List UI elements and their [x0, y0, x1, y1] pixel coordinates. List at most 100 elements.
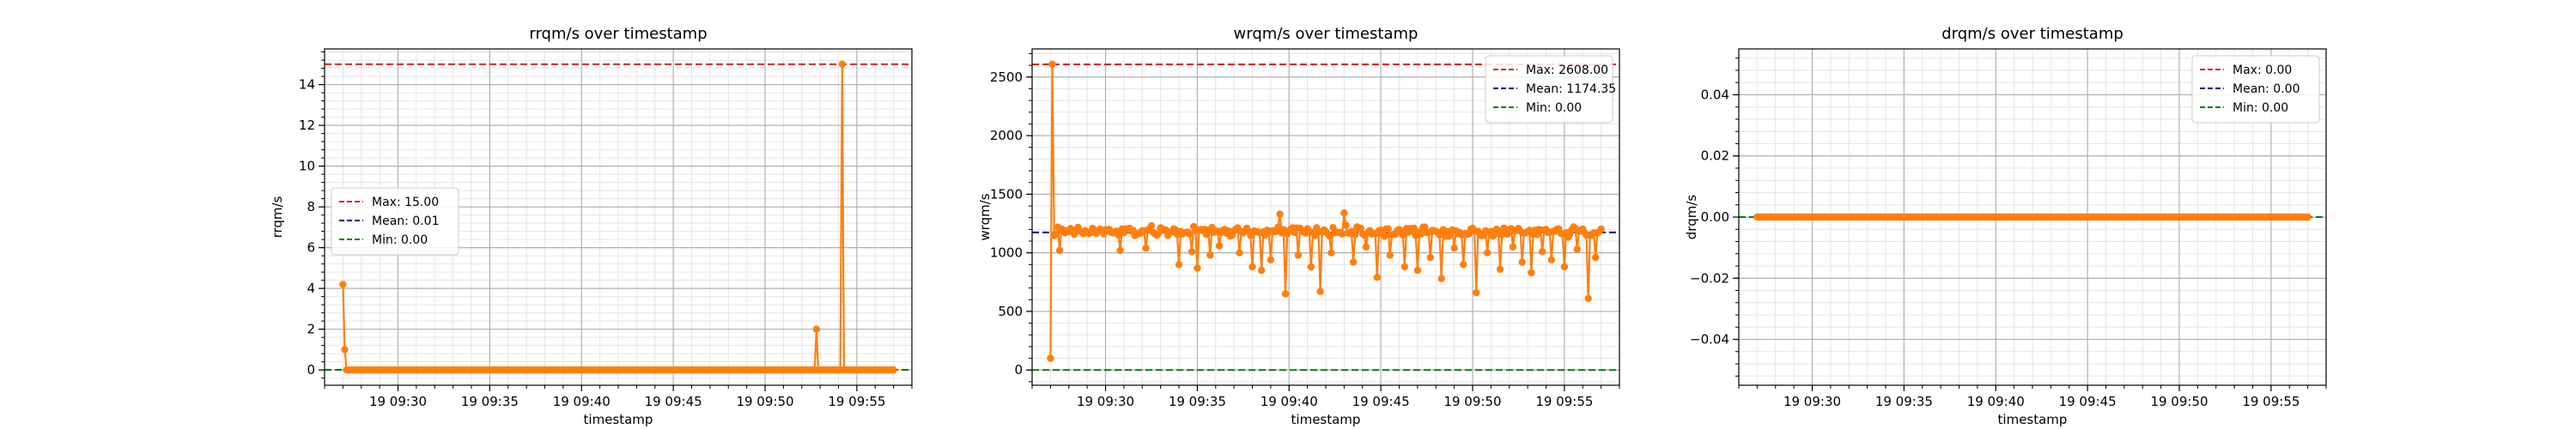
x-minor-ticks: [1738, 385, 2327, 389]
legend: Max: 0.00 Mean: 0.00 Min: 0.00: [2191, 55, 2320, 124]
x-tick-label: 19 09:50: [2150, 394, 2208, 409]
x-tick-label: 19 09:50: [1443, 394, 1501, 409]
data-point: [1509, 243, 1517, 251]
x-tick-label: 19 09:55: [828, 394, 885, 409]
y-tick-label: 1500: [990, 186, 1023, 202]
data-point: [1342, 221, 1350, 229]
data-point: [1496, 265, 1504, 273]
x-tick-label: 19 09:55: [1535, 394, 1593, 409]
data-point: [1592, 253, 1600, 262]
y-tick-label: −0.02: [1690, 270, 1729, 286]
data-point: [1047, 354, 1054, 362]
legend-label-max: Max: 0.00: [2233, 63, 2292, 77]
y-tick-label: 2: [307, 322, 315, 337]
x-tick-label: 19 09:45: [645, 394, 702, 409]
data-point: [1418, 230, 1425, 238]
chart-panel-3: 19 09:30 19 09:35 19 09:40 19 09:45 19 09:50…: [1684, 25, 2327, 427]
major-grid: [325, 49, 912, 385]
data-point: [1381, 233, 1388, 240]
data-point: [1274, 223, 1282, 231]
data-point: [339, 281, 347, 288]
data-point: [1307, 263, 1315, 271]
x-tick-label: 19 09:30: [1783, 394, 1841, 409]
data-point: [1498, 231, 1506, 239]
legend-label-max: Max: 2608.00: [1526, 63, 1608, 77]
data-point: [1294, 251, 1303, 259]
data-point: [1116, 246, 1124, 255]
data-point: [1413, 266, 1422, 275]
data-point: [890, 366, 897, 374]
data-point: [1426, 253, 1435, 262]
x-minor-ticks: [1031, 385, 1620, 389]
chart-title: wrqm/s over timestamp: [1234, 25, 1419, 43]
data-point: [1473, 288, 1480, 297]
legend: Max: 15.00 Mean: 0.01 Min: 0.00: [331, 187, 459, 256]
x-tick-label: 19 09:55: [2242, 394, 2300, 409]
data-point: [1055, 246, 1064, 255]
x-tick-label: 19 09:50: [736, 394, 793, 409]
data-point: [1281, 290, 1290, 298]
y-minor-ticks: [321, 51, 325, 379]
y-tick-label: 4: [307, 281, 315, 296]
series-markers: [339, 60, 897, 374]
x-minor-ticks: [324, 385, 913, 389]
data-point: [1362, 243, 1370, 251]
data-point: [1436, 231, 1443, 239]
legend-box: [2191, 55, 2320, 124]
y-tick-label: 0: [1014, 362, 1023, 378]
data-point: [1147, 221, 1156, 230]
y-axis-label: rrqm/s: [270, 196, 285, 238]
data-point: [1518, 258, 1526, 266]
series-markers: [1753, 213, 2312, 221]
x-tick-label: 19 09:40: [1967, 394, 2025, 409]
data-point: [1048, 60, 1056, 69]
legend-label-mean: Mean: 1174.35: [1526, 82, 1616, 96]
x-tick-label: 19 09:35: [1875, 394, 1933, 409]
legend-label-min: Min: 0.00: [372, 233, 428, 247]
legend-label-mean: Mean: 0.00: [2233, 82, 2300, 96]
data-point: [1194, 264, 1201, 272]
x-tick-label: 19 09:30: [1077, 394, 1134, 409]
data-point: [1052, 230, 1060, 239]
x-axis-label: timestamp: [1291, 412, 1361, 427]
y-tick-label: 2500: [990, 69, 1023, 85]
y-tick-label: 14: [299, 77, 315, 93]
x-tick-label: 19 09:35: [461, 394, 519, 409]
data-point: [1175, 261, 1183, 269]
y-axis-label: drqm/s: [1684, 195, 1699, 240]
x-tick-label: 19 09:35: [1169, 394, 1226, 409]
y-tick-label: 0.02: [1701, 148, 1729, 164]
series-markers: [1047, 60, 1605, 362]
y-tick-label: 6: [307, 240, 315, 256]
x-tick-label: 19 09:40: [1261, 394, 1318, 409]
data-point: [1460, 261, 1467, 269]
data-point: [1528, 269, 1535, 277]
data-point: [1560, 263, 1569, 271]
data-point: [1188, 248, 1196, 256]
data-point: [1339, 230, 1346, 238]
data-point: [1186, 230, 1194, 239]
data-point: [1327, 249, 1335, 257]
data-point: [1316, 287, 1324, 295]
data-point: [1236, 249, 1243, 257]
legend-label-max: Max: 15.00: [372, 196, 439, 209]
data-point: [1437, 275, 1445, 282]
legend-label-mean: Mean: 0.01: [372, 214, 439, 228]
y-tick-label: 12: [299, 118, 315, 133]
data-point: [1206, 251, 1214, 259]
data-point: [1258, 266, 1266, 275]
data-point: [812, 325, 821, 333]
y-tick-label: 500: [998, 304, 1023, 319]
data-point: [1483, 249, 1492, 257]
data-point: [1421, 223, 1429, 231]
data-point: [1340, 209, 1348, 217]
data-point: [1276, 210, 1284, 218]
data-point: [1539, 248, 1546, 256]
data-point: [1352, 231, 1359, 239]
y-tick-label: 1000: [990, 245, 1023, 261]
data-point: [341, 346, 349, 353]
x-tick-label: 19 09:40: [553, 394, 611, 409]
data-point: [1573, 245, 1582, 253]
data-point: [1215, 242, 1224, 250]
